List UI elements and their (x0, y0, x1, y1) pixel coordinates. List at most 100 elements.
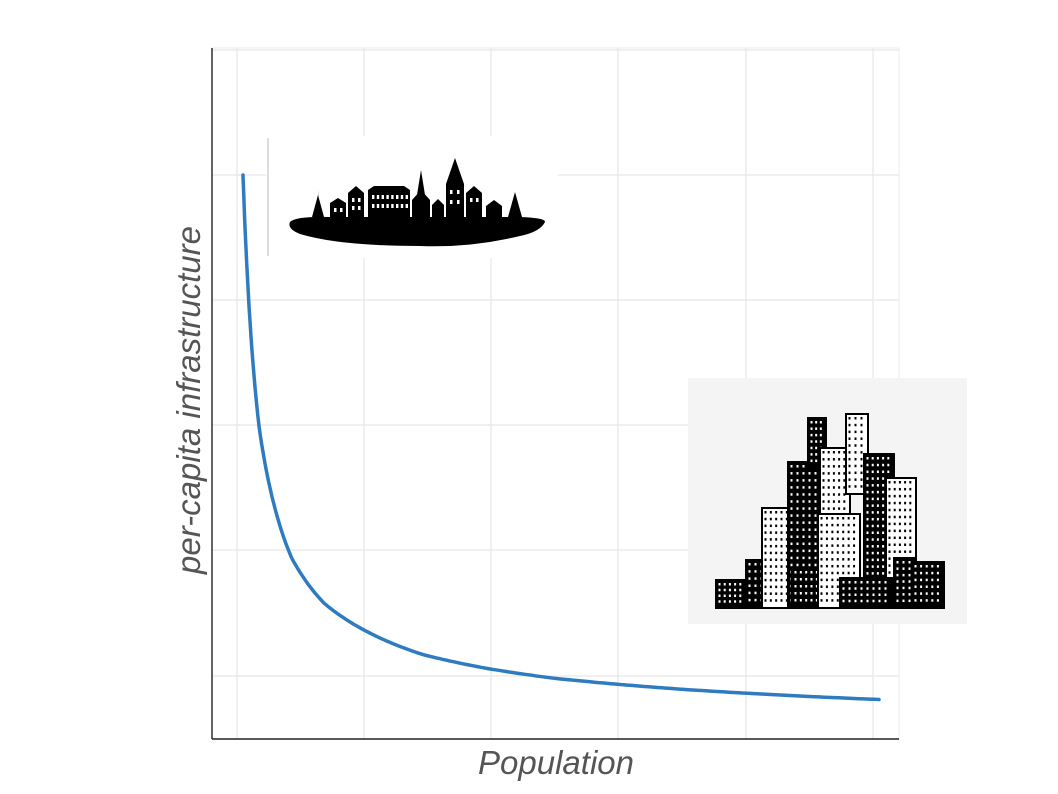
city-window (802, 507, 805, 510)
city-window (860, 593, 863, 596)
city-window (796, 563, 799, 567)
city-window (754, 598, 757, 602)
city-window (838, 458, 841, 461)
city-window (936, 585, 939, 588)
city-window (876, 558, 879, 562)
city-window (764, 599, 767, 602)
city-window (871, 538, 874, 541)
city-window (908, 586, 911, 590)
city-window (808, 514, 811, 517)
city-window (754, 563, 757, 566)
village-window (372, 204, 375, 208)
city-window (853, 551, 856, 554)
city-window (842, 558, 845, 561)
city-window (860, 457, 863, 461)
city-window (808, 507, 811, 510)
city-window (775, 517, 778, 521)
city-window (882, 517, 885, 521)
city-window (876, 531, 879, 534)
city-window (785, 544, 788, 548)
city-window (836, 537, 839, 541)
city-skyline-icon (688, 378, 967, 624)
village-window (386, 195, 389, 199)
city-window (878, 587, 881, 590)
city-window (871, 504, 874, 507)
city-window (848, 451, 851, 454)
city-window (718, 588, 721, 592)
city-window (769, 517, 772, 521)
city-window (794, 578, 797, 581)
city-window (931, 585, 934, 588)
city-window (825, 571, 828, 575)
city-window (860, 581, 863, 584)
city-window (860, 417, 863, 420)
city-window (898, 508, 901, 512)
city-window (718, 600, 721, 603)
city-window (802, 479, 805, 482)
city-window (815, 433, 818, 437)
city-window (810, 571, 813, 574)
city-window (802, 563, 805, 567)
city-window (748, 591, 751, 595)
city-window (866, 490, 869, 494)
city-window (853, 564, 856, 568)
city-window (925, 578, 928, 582)
city-window (814, 535, 817, 538)
city-window (936, 578, 939, 582)
city-window (764, 585, 767, 589)
city-window (802, 465, 805, 468)
city-window (878, 581, 881, 584)
city-window (882, 551, 885, 555)
city-window (914, 585, 917, 588)
city-window (796, 514, 799, 517)
city-window (896, 573, 899, 577)
city-window (925, 565, 928, 568)
city-window (878, 599, 881, 603)
village-window (400, 195, 404, 199)
city-window (854, 593, 857, 596)
city-window (866, 457, 869, 460)
city-window (739, 583, 742, 586)
city-window (794, 571, 797, 574)
city-window (802, 528, 805, 531)
city-window (831, 585, 834, 588)
city-window (896, 567, 899, 570)
city-window (876, 490, 879, 494)
city-window (820, 592, 823, 595)
city-window (827, 472, 830, 475)
city-window (884, 599, 887, 603)
city-window (748, 570, 751, 573)
city-window (860, 587, 863, 590)
city-window (810, 446, 813, 450)
city-window (780, 544, 783, 548)
city-window (832, 451, 835, 454)
city-window (914, 565, 917, 568)
city-window (827, 458, 830, 461)
city-window (728, 600, 731, 603)
series-line (241, 173, 881, 702)
series (241, 173, 881, 702)
city-window (808, 549, 811, 553)
city-window (854, 471, 857, 475)
city-window (871, 524, 874, 528)
city-window (780, 578, 783, 582)
city-window (866, 511, 869, 514)
city-window (876, 484, 879, 487)
city-window (814, 521, 817, 524)
city-window (931, 565, 934, 568)
city-window (832, 472, 835, 475)
city-window (854, 485, 857, 488)
city-window (802, 472, 805, 475)
city-window (832, 465, 835, 468)
city-window (790, 493, 793, 496)
city-window (866, 531, 869, 534)
city-window (860, 423, 863, 427)
city-window (876, 504, 879, 507)
city-window (882, 572, 885, 575)
city-window (794, 585, 797, 588)
city-window (866, 581, 869, 584)
city-window (925, 585, 928, 588)
city-window (832, 507, 835, 510)
city-window (764, 538, 767, 541)
city-window (775, 531, 778, 534)
